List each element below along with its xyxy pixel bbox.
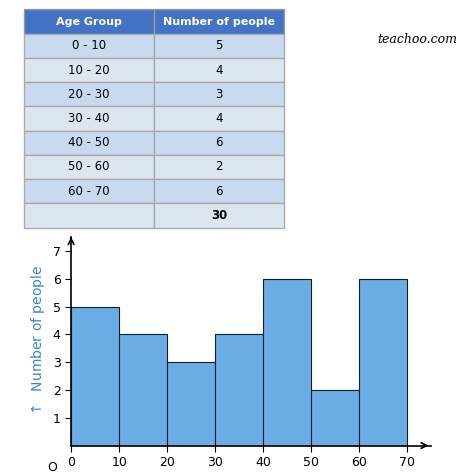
- Text: teachoo.com: teachoo.com: [377, 33, 457, 46]
- Bar: [167, 362, 215, 446]
- Bar: [119, 334, 167, 446]
- Bar: [359, 279, 407, 446]
- Text: O: O: [47, 461, 57, 474]
- Y-axis label: $\uparrow$  Number of people: $\uparrow$ Number of people: [29, 265, 47, 417]
- Bar: [311, 390, 359, 446]
- Bar: [263, 279, 311, 446]
- Bar: [215, 334, 263, 446]
- Bar: [71, 307, 119, 446]
